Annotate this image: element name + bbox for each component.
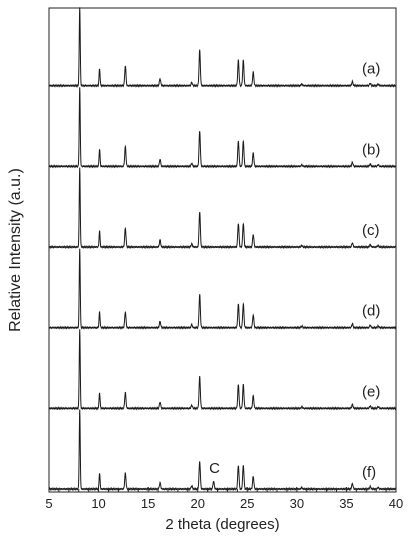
series-label: (b) (362, 141, 380, 158)
x-tick-label: 35 (339, 496, 353, 511)
series-label: (d) (362, 303, 380, 320)
series-label: (e) (362, 383, 380, 400)
x-tick-label: 25 (240, 496, 254, 511)
x-tick-label: 15 (141, 496, 155, 511)
series-label: (a) (362, 61, 380, 78)
x-ticks-group: 5 10 15 20 25 30 35 40 (45, 487, 403, 511)
series-trace (48, 167, 396, 250)
series-trace (48, 248, 397, 330)
series-trace (48, 7, 397, 88)
series-label: (c) (362, 222, 380, 239)
plot-frame (48, 7, 397, 493)
series-label: (f) (362, 464, 376, 481)
x-tick-label: 10 (91, 496, 105, 511)
series-trace (48, 329, 397, 411)
x-tick-label: 30 (290, 496, 304, 511)
x-tick-label: 20 (190, 496, 204, 511)
x-tick-label: 40 (389, 496, 403, 511)
annotation-label: C (209, 460, 220, 477)
x-tick-label: 5 (45, 496, 52, 511)
traces-group (48, 7, 397, 492)
series-labels-group: (a) (b) (c) (d) (e) (f) (362, 61, 380, 481)
series-trace (48, 409, 397, 492)
annotations-group: C (209, 460, 220, 477)
y-axis-label: Relative Intensity (a.u.) (7, 168, 24, 332)
x-axis-label: 2 theta (degrees) (165, 516, 279, 533)
series-trace (48, 87, 397, 169)
